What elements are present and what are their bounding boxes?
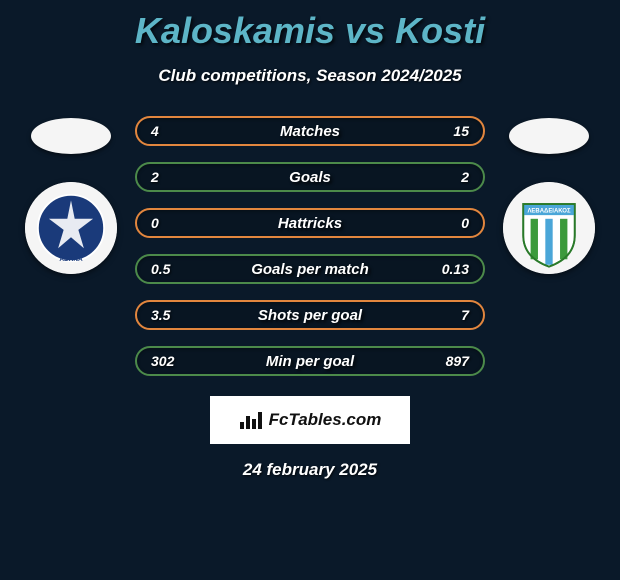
stat-right-value: 2	[461, 169, 469, 185]
right-side: ΛΕΒΑΔΕΙΑΚΟΣ	[503, 116, 595, 274]
fctables-label: FcTables.com	[269, 410, 382, 430]
stat-right-value: 15	[453, 123, 469, 139]
chart-bars-icon	[239, 410, 263, 430]
stat-label: Goals per match	[137, 261, 483, 278]
stat-right-value: 7	[461, 307, 469, 323]
stat-row-mpg: 302 Min per goal 897	[135, 346, 485, 376]
stat-label: Goals	[137, 169, 483, 186]
stat-right-value: 897	[446, 353, 469, 369]
stat-row-matches: 4 Matches 15	[135, 116, 485, 146]
stats-area: ADANA 4 Matches 15 2 Goals 2 0 Hattricks…	[0, 116, 620, 376]
right-club-badge: ΛΕΒΑΔΕΙΑΚΟΣ	[503, 182, 595, 274]
stat-row-hattricks: 0 Hattricks 0	[135, 208, 485, 238]
stat-right-value: 0.13	[442, 261, 469, 277]
comparison-date: 24 february 2025	[0, 460, 620, 480]
stat-left-value: 2	[151, 169, 159, 185]
right-flag-icon	[509, 118, 589, 154]
stat-label: Shots per goal	[137, 307, 483, 324]
stat-left-value: 0	[151, 215, 159, 231]
stat-bars: 4 Matches 15 2 Goals 2 0 Hattricks 0 0.5…	[135, 116, 485, 376]
stat-row-spg: 3.5 Shots per goal 7	[135, 300, 485, 330]
left-club-badge: ADANA	[25, 182, 117, 274]
stat-label: Min per goal	[137, 353, 483, 370]
stat-row-goals: 2 Goals 2	[135, 162, 485, 192]
comparison-title: Kaloskamis vs Kosti	[0, 0, 620, 52]
stat-label: Matches	[137, 123, 483, 140]
stat-left-value: 0.5	[151, 261, 170, 277]
adana-crest-icon: ADANA	[25, 182, 117, 274]
left-flag-icon	[31, 118, 111, 154]
fctables-badge: FcTables.com	[210, 396, 410, 444]
stat-label: Hattricks	[137, 215, 483, 232]
season-subtitle: Club competitions, Season 2024/2025	[0, 66, 620, 86]
svg-text:ΛΕΒΑΔΕΙΑΚΟΣ: ΛΕΒΑΔΕΙΑΚΟΣ	[527, 208, 571, 214]
stat-left-value: 302	[151, 353, 174, 369]
svg-text:ADANA: ADANA	[59, 256, 83, 263]
stat-right-value: 0	[461, 215, 469, 231]
stat-left-value: 3.5	[151, 307, 170, 323]
left-side: ADANA	[25, 116, 117, 274]
stat-row-gpm: 0.5 Goals per match 0.13	[135, 254, 485, 284]
levadiakos-crest-icon: ΛΕΒΑΔΕΙΑΚΟΣ	[503, 182, 595, 274]
stat-left-value: 4	[151, 123, 159, 139]
